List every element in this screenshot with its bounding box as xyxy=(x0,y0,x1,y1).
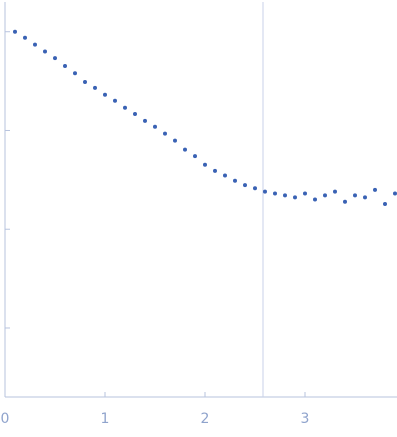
point xyxy=(53,56,57,61)
point xyxy=(63,63,67,68)
point xyxy=(303,191,307,196)
point xyxy=(253,186,257,191)
point xyxy=(363,195,367,200)
point xyxy=(153,124,157,129)
point xyxy=(293,195,297,200)
point xyxy=(93,85,97,90)
point xyxy=(143,118,147,123)
point xyxy=(43,49,47,54)
x-tick-label: 0 xyxy=(1,411,10,427)
point xyxy=(323,193,327,198)
x-tick-label: 2 xyxy=(201,411,210,427)
point xyxy=(223,173,227,178)
point xyxy=(113,98,117,103)
point xyxy=(193,154,197,159)
point xyxy=(173,138,177,143)
point xyxy=(163,131,167,136)
x-tick-label: 3 xyxy=(301,411,310,427)
point xyxy=(313,197,317,202)
point xyxy=(13,29,17,34)
point xyxy=(283,193,287,198)
point xyxy=(333,189,337,194)
point xyxy=(203,162,207,167)
point xyxy=(373,187,377,192)
point xyxy=(343,199,347,204)
point xyxy=(133,111,137,116)
point xyxy=(23,35,27,40)
point xyxy=(383,202,387,207)
point xyxy=(273,191,277,196)
point xyxy=(243,183,247,188)
point xyxy=(103,92,107,97)
point xyxy=(233,178,237,183)
point xyxy=(83,79,87,84)
point xyxy=(123,105,127,110)
point xyxy=(33,42,37,47)
point xyxy=(73,71,77,76)
point xyxy=(213,168,217,173)
point xyxy=(263,189,267,194)
point xyxy=(353,193,357,198)
x-tick-label: 1 xyxy=(101,411,110,427)
point xyxy=(393,191,397,196)
point xyxy=(183,147,187,152)
